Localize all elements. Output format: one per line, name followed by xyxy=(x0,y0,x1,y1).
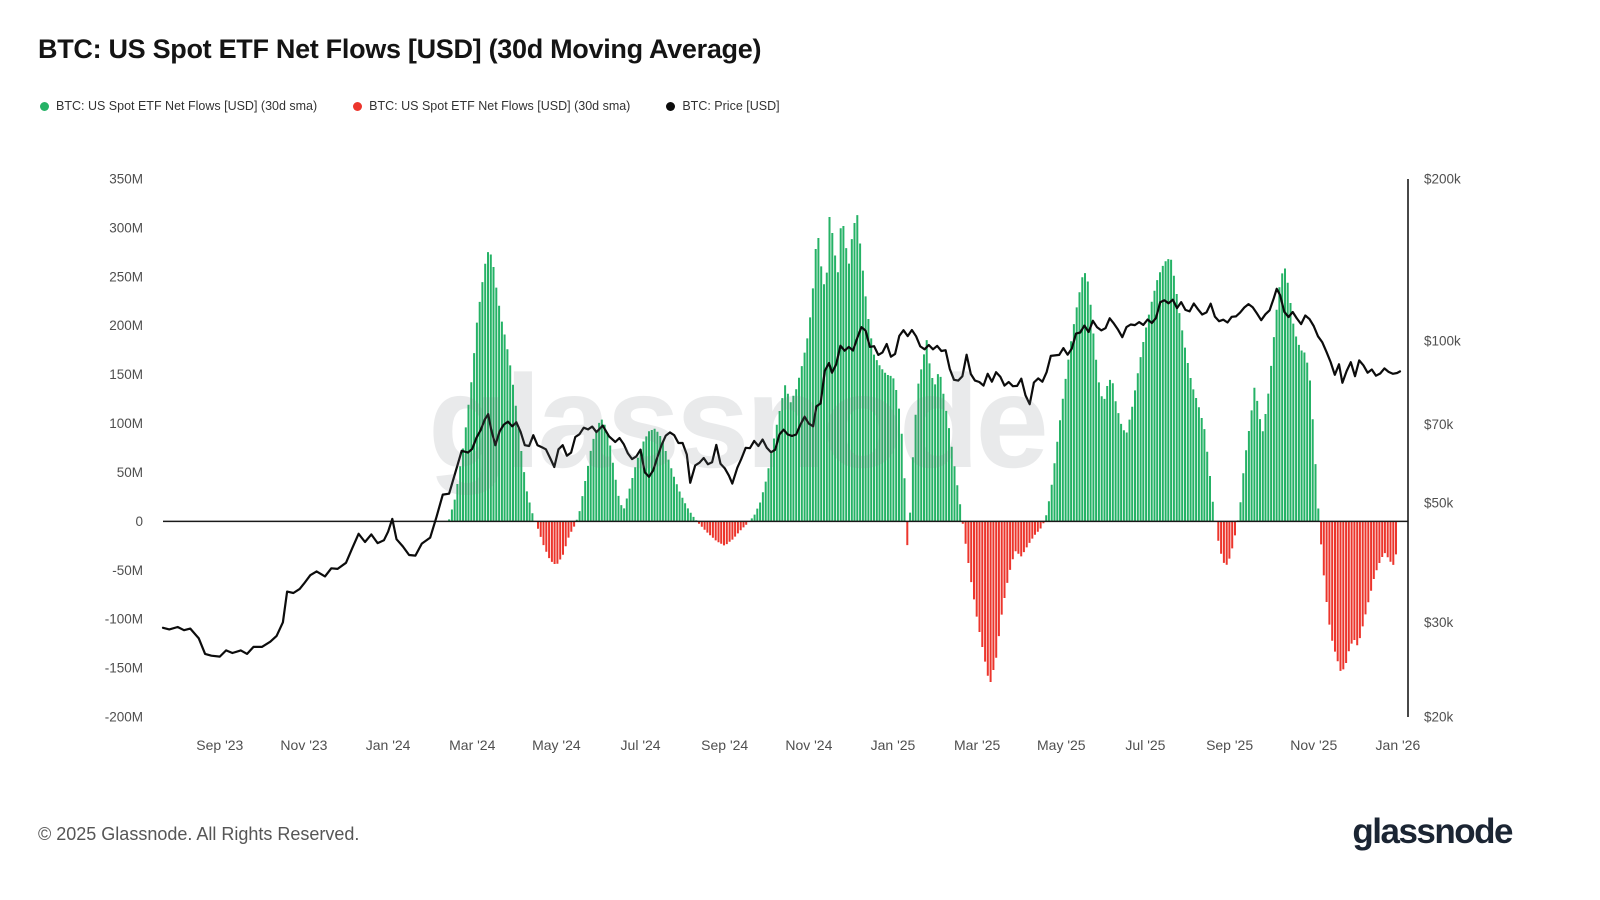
legend-item-netflows-negative[interactable]: BTC: US Spot ETF Net Flows [USD] (30d sm… xyxy=(353,99,630,113)
x-tick-label: May '25 xyxy=(1037,737,1086,753)
page-title: BTC: US Spot ETF Net Flows [USD] (30d Mo… xyxy=(38,34,762,64)
x-tick-label: Mar '24 xyxy=(449,737,495,753)
y-left-tick-label: -100M xyxy=(105,612,143,627)
legend-dot-black-icon xyxy=(666,101,676,111)
legend-label: BTC: US Spot ETF Net Flows [USD] (30d sm… xyxy=(56,99,318,113)
y-right-tick-label: $30k xyxy=(1424,615,1454,630)
x-tick-label: Sep '25 xyxy=(1206,737,1253,753)
flows-bars-positive xyxy=(448,215,1320,522)
x-tick-label: Nov '23 xyxy=(280,737,327,753)
y-left-tick-label: 200M xyxy=(109,318,143,333)
x-tick-label: Jul '25 xyxy=(1125,737,1165,753)
price-line xyxy=(161,287,1402,658)
legend-dot-red-icon xyxy=(353,101,363,111)
legend-item-netflows-positive[interactable]: BTC: US Spot ETF Net Flows [USD] (30d sm… xyxy=(40,99,317,113)
legend-label: BTC: Price [USD] xyxy=(682,99,780,113)
footer-copyright: © 2025 Glassnode. All Rights Reserved. xyxy=(38,824,360,844)
x-tick-label: Mar '25 xyxy=(954,737,1000,753)
x-tick-label: Nov '25 xyxy=(1290,737,1337,753)
y-left-tick-label: 350M xyxy=(109,172,143,187)
x-tick-label: May '24 xyxy=(532,737,581,753)
y-left-tick-label: -200M xyxy=(105,710,143,725)
x-tick-label: Nov '24 xyxy=(785,737,832,753)
y-right-tick-label: $100k xyxy=(1424,333,1461,348)
x-tick-label: Jul '24 xyxy=(621,737,661,753)
x-tick-label: Jan '25 xyxy=(871,737,916,753)
y-right-tick-label: $70k xyxy=(1424,417,1454,432)
y-left-tick-label: 300M xyxy=(109,220,143,235)
y-left-tick-label: -50M xyxy=(112,563,143,578)
flows-bars-negative xyxy=(537,521,1397,682)
x-tick-label: Sep '23 xyxy=(196,737,243,753)
legend-item-price[interactable]: BTC: Price [USD] xyxy=(666,99,780,113)
legend-label: BTC: US Spot ETF Net Flows [USD] (30d sm… xyxy=(369,99,631,113)
y-right-tick-label: $20k xyxy=(1424,710,1454,725)
x-tick-label: Jan '26 xyxy=(1376,737,1421,753)
legend: BTC: US Spot ETF Net Flows [USD] (30d sm… xyxy=(40,99,780,113)
y-left-tick-label: 0 xyxy=(135,514,143,529)
y-left-tick-label: 100M xyxy=(109,416,143,431)
y-left-tick-label: 250M xyxy=(109,269,143,284)
legend-dot-green-icon xyxy=(40,101,49,111)
glassnode-logo: glassnode xyxy=(1352,812,1513,851)
y-left-tick-label: 150M xyxy=(109,367,143,382)
y-left-tick-label: -150M xyxy=(105,661,143,676)
x-tick-label: Jan '24 xyxy=(366,737,411,753)
y-right-tick-label: $50k xyxy=(1424,495,1454,510)
x-tick-label: Sep '24 xyxy=(701,737,748,753)
y-left-tick-label: 50M xyxy=(117,465,143,480)
chart-plot[interactable]: 350M 300M 250M 200M 150M 100M 50M 0 -50M -100M -15… xyxy=(0,0,1600,790)
y-right-tick-label: $200k xyxy=(1424,172,1461,187)
